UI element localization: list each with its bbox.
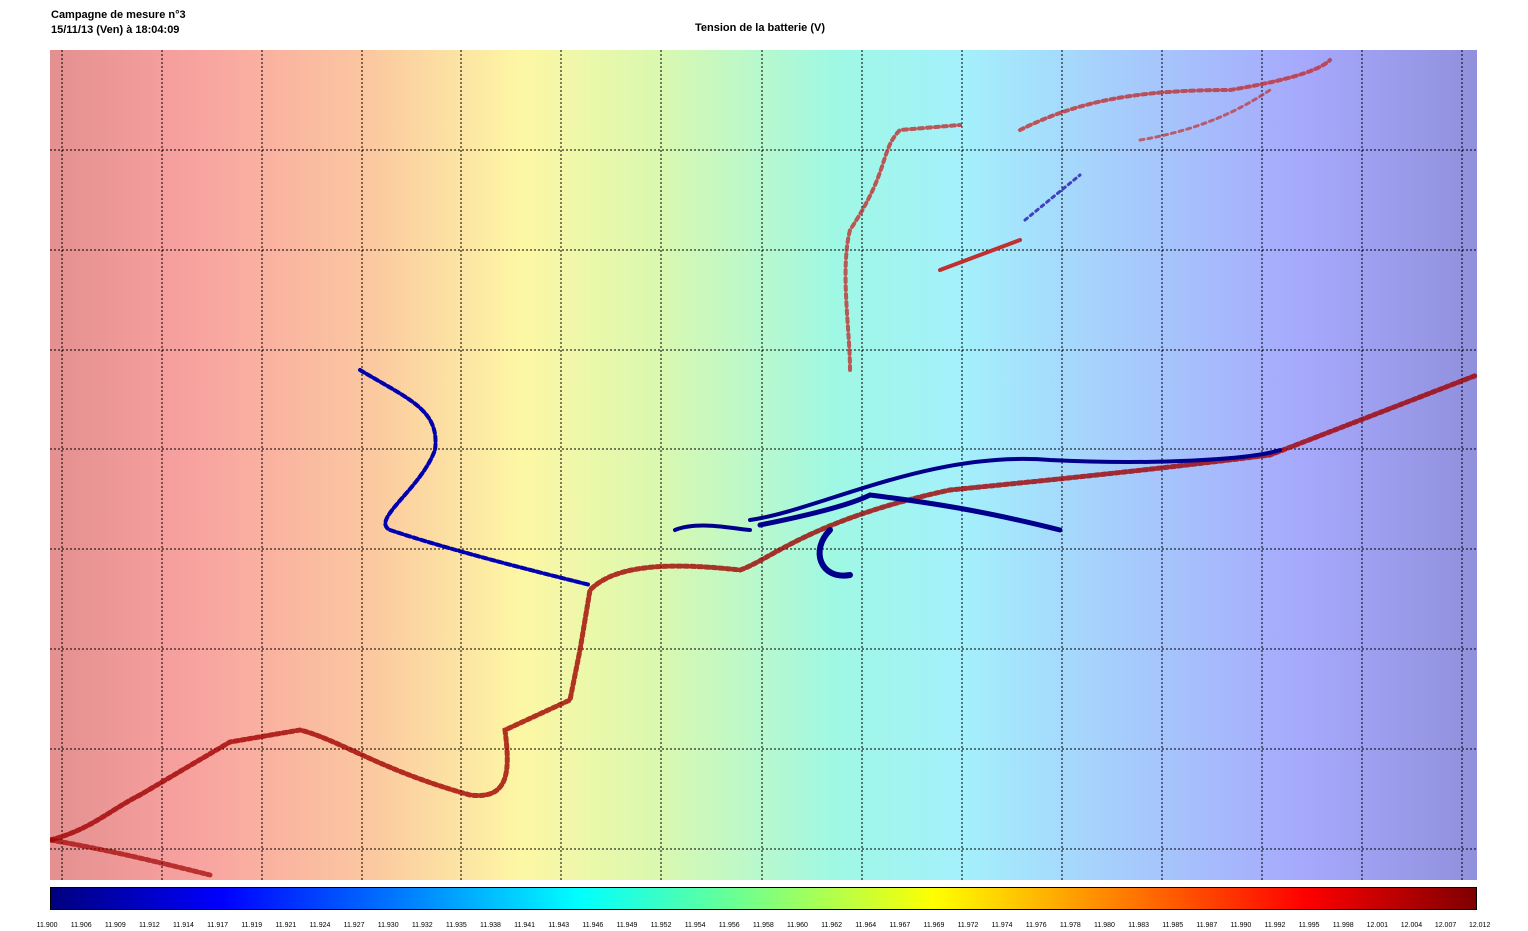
campaign: Campagne de mesure n°3 (51, 9, 186, 21)
colorbar-tick-label: 11.919 (241, 922, 263, 929)
colorbar-tick-label: 11.917 (207, 922, 229, 929)
colorbar-tick-label: 11.946 (582, 922, 604, 929)
colorbar-tick-label: 11.992 (1264, 922, 1286, 929)
colorbar-tick-label: 11.927 (343, 922, 365, 929)
colorbar-tick-label: 11.969 (923, 922, 945, 929)
colorbar-tick-label: 12.012 (1468, 922, 1491, 929)
colorbar-tick-label: 11.962 (821, 922, 843, 929)
colorbar-tick-label: 11.952 (650, 922, 672, 929)
colorbar-tick-label: 11.938 (480, 922, 501, 929)
colorbar-tick-label: 12.001 (1366, 922, 1389, 929)
colorbar-tick-label: 11.954 (684, 922, 706, 929)
colorbar-tick-label: 11.995 (1298, 922, 1320, 929)
colorbar-tick-label: 11.900 (36, 922, 58, 929)
title: Tension de la batterie (V) (695, 22, 825, 34)
colorbar-tick-label: 11.932 (411, 922, 433, 929)
colorbar-tick-label: 11.930 (377, 922, 399, 929)
colorbar-ticks: 11.900 11.906 11.909 11.912 11.914 11.917 11.9… (30, 922, 1497, 929)
colorbar-tick-label: 11.974 (991, 922, 1013, 929)
colorbar-tick-label: 11.987 (1196, 922, 1218, 929)
colorbar-tick-label: 11.924 (309, 922, 331, 929)
colorbar-tick-label: 11.958 (752, 922, 774, 929)
colorbar-tick-label: 11.956 (718, 922, 740, 929)
colorbar (50, 887, 1477, 910)
colorbar-tick-label: 11.972 (957, 922, 979, 929)
colorbar-tick-label: 11.978 (1059, 922, 1081, 929)
colorbar-tick-label: 12.004 (1400, 922, 1423, 929)
colorbar-tick-label: 11.906 (70, 922, 92, 929)
tracks (47, 58, 1480, 878)
colorbar-tick-label: 11.914 (173, 922, 194, 929)
colorbar-tick-label: 11.943 (548, 922, 570, 929)
map (47, 50, 1480, 880)
colorbar-tick-label: 11.909 (104, 922, 126, 929)
colorbar-tick-label: 11.985 (1162, 922, 1184, 929)
colorbar-tick-label: 11.935 (445, 922, 467, 929)
colorbar-tick-label: 11.980 (1094, 922, 1115, 929)
colorbar-tick-label: 11.921 (275, 922, 297, 929)
colorbar-tick-label: 11.912 (138, 922, 160, 929)
datetime: 15/11/13 (Ven) à 18:04:09 (51, 24, 180, 36)
colorbar-tick-label: 11.967 (889, 922, 911, 929)
colorbar-tick-label: 11.976 (1025, 922, 1047, 929)
colorbar-tick-label: 11.949 (616, 922, 638, 929)
colorbar-tick-label: 11.990 (1230, 922, 1252, 929)
map-overlay (47, 50, 1480, 880)
colorbar-tick-label: 11.998 (1332, 922, 1354, 929)
colorbar-tick-label: 11.960 (787, 922, 808, 929)
grid (50, 50, 1477, 880)
colorbar-tick-label: 12.007 (1434, 922, 1457, 929)
colorbar-tick-label: 11.983 (1128, 922, 1149, 929)
colorbar-tick-label: 11.964 (855, 922, 877, 929)
colorbar-tick-label: 11.941 (514, 922, 536, 929)
